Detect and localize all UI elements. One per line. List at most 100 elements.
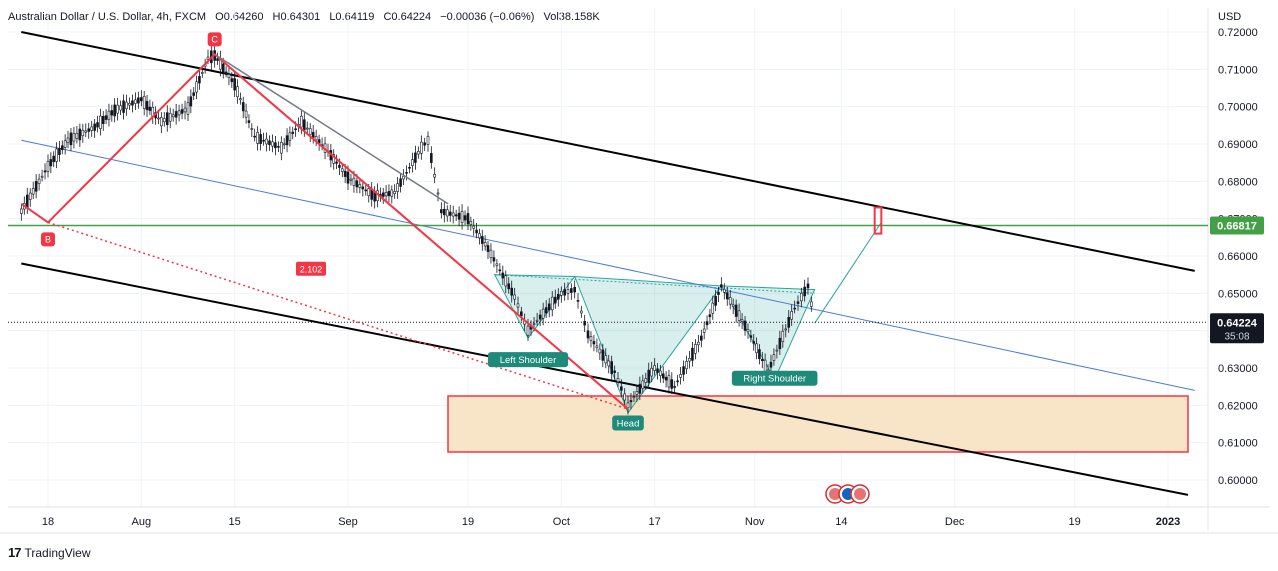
- candle-body: [101, 115, 105, 125]
- price-tick: 0.65000: [1218, 288, 1258, 300]
- event-flag-inner: [829, 488, 841, 500]
- candle-body: [460, 211, 464, 223]
- candle-body: [358, 184, 362, 188]
- price-tick: 0.72000: [1218, 27, 1258, 39]
- price-tick: 0.71000: [1218, 64, 1258, 76]
- candle-body: [78, 128, 82, 141]
- candle-body: [399, 178, 402, 187]
- ohlc-open: O0.64260: [215, 11, 264, 23]
- pattern-label-bg: [731, 370, 818, 386]
- candle-body: [616, 378, 620, 383]
- candle-body: [532, 323, 536, 326]
- candle-body: [769, 361, 773, 368]
- candle-body: [168, 112, 172, 122]
- time-tick: Nov: [745, 516, 765, 528]
- candle-body: [28, 192, 32, 200]
- candle-body: [526, 325, 530, 336]
- pivot-label-bg: [41, 232, 55, 247]
- candle-body: [440, 209, 443, 214]
- candle-body: [384, 192, 388, 197]
- candle-body: [563, 289, 566, 296]
- candle-body: [629, 400, 633, 403]
- candle-body: [573, 286, 576, 293]
- candle-body: [520, 311, 523, 317]
- candle-body: [387, 191, 391, 197]
- candle-body: [198, 76, 201, 84]
- candle-body: [192, 92, 196, 96]
- time-tick: Aug: [132, 516, 152, 528]
- channel-line-1: [21, 262, 1189, 496]
- candle-body: [274, 142, 277, 149]
- candle-body: [58, 148, 61, 155]
- candle-body: [37, 178, 41, 184]
- candle-body: [790, 311, 794, 320]
- candle-body: [535, 319, 539, 322]
- candle-body: [717, 291, 720, 295]
- candle-body: [448, 211, 452, 216]
- candle-body: [390, 189, 394, 197]
- price-tick: 0.62000: [1218, 400, 1258, 412]
- candle-body: [340, 168, 344, 172]
- candle-body: [570, 288, 573, 293]
- candle-body: [52, 155, 56, 163]
- candle-body: [749, 335, 753, 338]
- candle-body: [364, 189, 368, 192]
- candle-body: [787, 317, 791, 328]
- candle-body: [705, 321, 709, 326]
- price-tick: 0.68000: [1218, 176, 1258, 188]
- candle-body: [25, 194, 29, 208]
- candle-body: [420, 141, 423, 154]
- candle-body: [653, 365, 656, 371]
- candle-body: [466, 213, 470, 225]
- resistance-level-value: 0.66817: [1217, 220, 1257, 232]
- candle-body: [734, 304, 738, 317]
- tradingview-brand[interactable]: 17 TradingView: [8, 545, 91, 560]
- candle-body: [784, 328, 788, 331]
- candle-body: [294, 128, 297, 131]
- candle-body: [300, 115, 303, 128]
- candle-body: [256, 131, 259, 144]
- candle-body: [685, 361, 688, 370]
- candle-body: [752, 341, 756, 344]
- candle-body: [803, 286, 806, 297]
- candle-body: [87, 128, 91, 132]
- zigzag-overlay: [214, 53, 449, 205]
- candle-body: [99, 115, 102, 129]
- candle-body: [682, 366, 685, 375]
- candle-body: [731, 304, 735, 307]
- time-tick: 18: [42, 516, 54, 528]
- candle-body: [691, 347, 694, 361]
- candle-body: [708, 314, 712, 318]
- candle-body: [271, 141, 274, 147]
- candle-body: [55, 148, 58, 162]
- candle-body: [737, 310, 741, 321]
- price-tick: 0.66000: [1218, 251, 1258, 263]
- candle-body: [361, 186, 365, 190]
- candle-body: [700, 335, 703, 341]
- candle-body: [688, 358, 691, 362]
- candle-body: [601, 349, 605, 361]
- candle-body: [775, 349, 779, 352]
- candle-body: [495, 263, 499, 266]
- candle-body: [177, 110, 181, 116]
- candle-body: [478, 233, 481, 239]
- candle-body: [610, 361, 614, 374]
- candle-body: [423, 142, 426, 146]
- candle-body: [623, 393, 626, 401]
- candle-body: [417, 150, 420, 155]
- candle-body: [183, 107, 187, 113]
- candle-body: [268, 140, 271, 146]
- candle-body: [544, 307, 548, 314]
- candle-body: [145, 101, 149, 111]
- candle-body: [778, 337, 782, 350]
- candle-body: [702, 328, 706, 333]
- candle-body: [367, 188, 371, 197]
- symbol-title[interactable]: Australian Dollar / U.S. Dollar, 4h, FXC…: [8, 11, 207, 23]
- candle-body: [641, 380, 645, 389]
- candle-body: [755, 343, 758, 354]
- candle-body: [355, 180, 359, 188]
- candle-body: [553, 296, 557, 304]
- candle-body: [746, 329, 750, 333]
- candle-body: [107, 110, 111, 120]
